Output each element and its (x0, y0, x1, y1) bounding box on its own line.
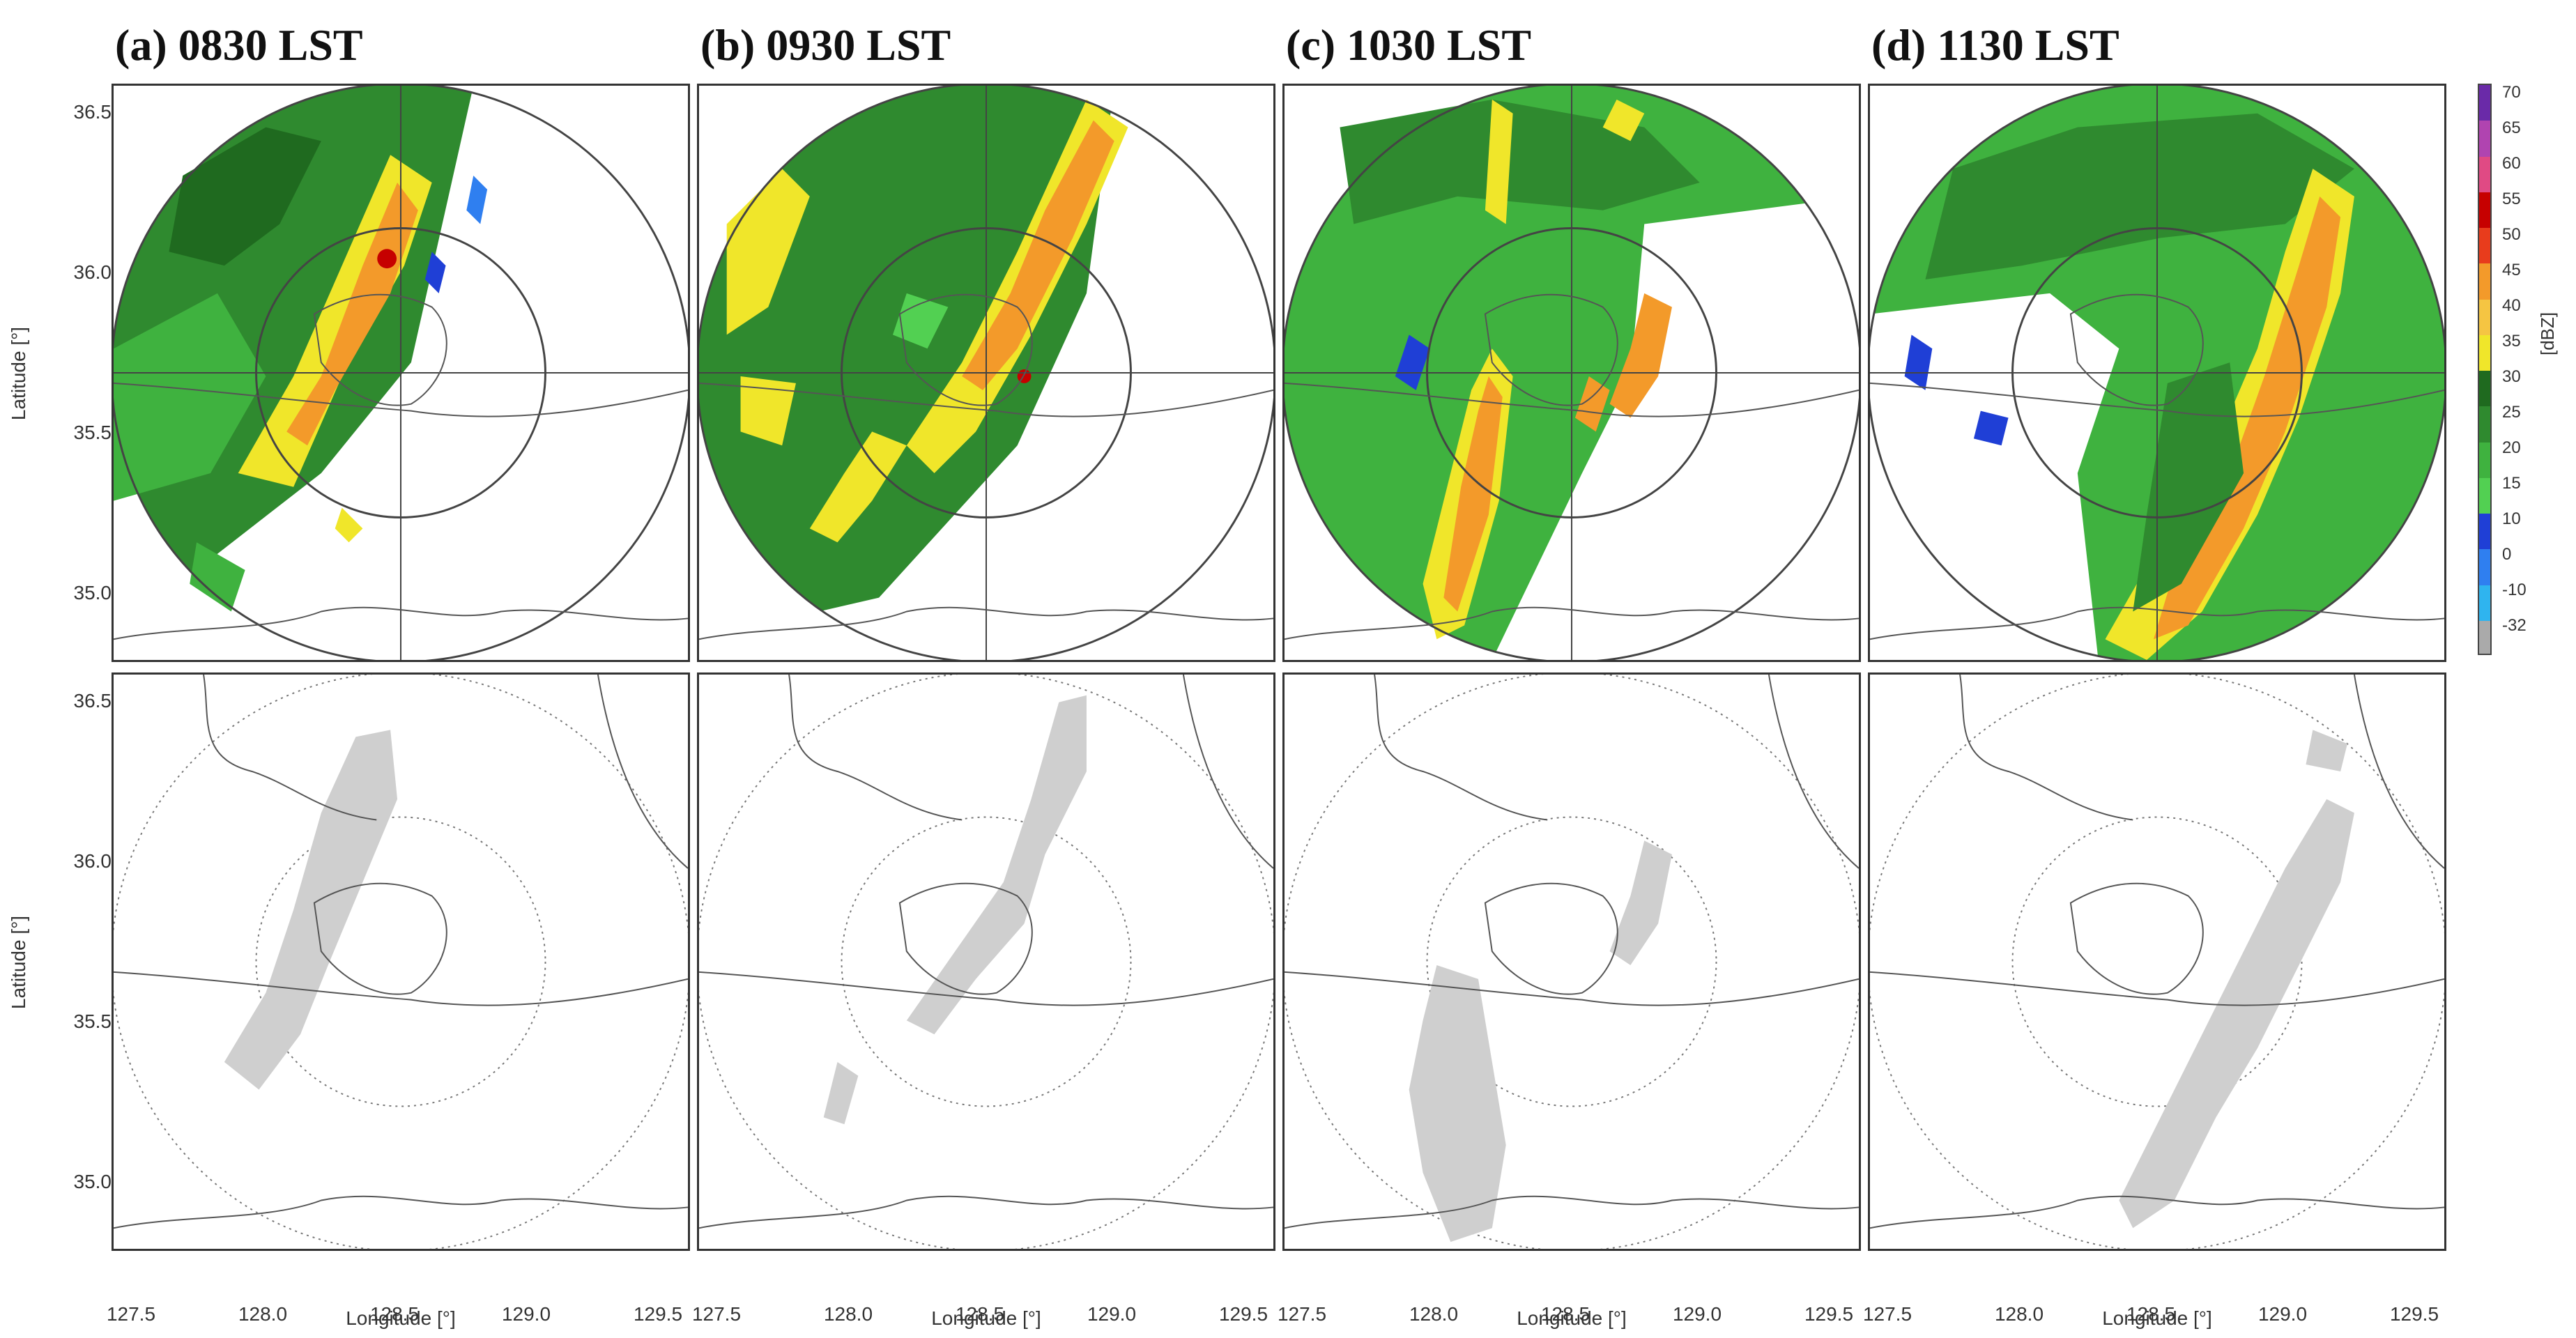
xtick-c-129.5: 129.5 (1804, 1303, 1854, 1325)
xtick-b-129.5: 129.5 (1218, 1303, 1268, 1325)
ytick-top-35.0: 35.0 (73, 582, 112, 603)
ytick-bottom-35.5: 35.5 (73, 1010, 112, 1032)
ytick-top-36.0: 36.0 (73, 261, 112, 283)
ytick-bottom-35.0: 35.0 (73, 1171, 112, 1192)
colorbar-tick-60: 60 (2502, 154, 2521, 173)
colorbar-seg-3 (2479, 192, 2490, 228)
xtick-c-129.0: 129.0 (1672, 1303, 1722, 1325)
colorbar-tick-50: 50 (2502, 225, 2521, 244)
xtick-c-128.0: 128.0 (1409, 1303, 1459, 1325)
panel-title-c: (c) 1030 LST (1286, 20, 1531, 70)
xtick-d-129.5: 129.5 (2389, 1303, 2439, 1325)
xtick-b-129.0: 129.0 (1087, 1303, 1137, 1325)
xtick-b-127.5: 127.5 (691, 1303, 742, 1325)
colorbar-seg-10 (2479, 442, 2490, 478)
ytick-bottom-36.5: 36.5 (73, 690, 112, 712)
colorbar-unit-label: [dBZ] (2537, 312, 2558, 355)
colorbar-seg-13 (2479, 549, 2490, 585)
radar-panel-d (1868, 84, 2446, 662)
xtick-a-128.0: 128.0 (238, 1303, 288, 1325)
colorbar-seg-2 (2479, 156, 2490, 192)
xtick-d-127.5: 127.5 (1862, 1303, 1912, 1325)
colorbar-tick-20: 20 (2502, 438, 2521, 457)
x-axis-label-a: Longitude [°] (346, 1307, 456, 1329)
colorbar-tick-10: 10 (2502, 509, 2521, 528)
ytick-bottom-36.0: 36.0 (73, 850, 112, 872)
ytick-top-36.5: 36.5 (73, 101, 112, 123)
colorbar-tick-55: 55 (2502, 190, 2521, 208)
colorbar-tick-30: 30 (2502, 367, 2521, 386)
colorbar-seg-11 (2479, 477, 2490, 514)
panel-title-a: (a) 0830 LST (115, 20, 363, 70)
x-axis-label-b: Longitude [°] (931, 1307, 1041, 1329)
xtick-d-129.0: 129.0 (2257, 1303, 2308, 1325)
colorbar-tick-45: 45 (2502, 261, 2521, 279)
colorbar-seg-6 (2479, 299, 2490, 335)
x-axis-label-c: Longitude [°] (1517, 1307, 1627, 1329)
colorbar-seg-15 (2479, 620, 2490, 654)
xtick-d-128.5: 128.5 (2126, 1303, 2176, 1325)
xtick-a-129.0: 129.0 (501, 1303, 551, 1325)
colorbar-seg-14 (2479, 585, 2490, 621)
xtick-a-128.5: 128.5 (369, 1303, 420, 1325)
panel-title-b: (b) 0930 LST (700, 20, 951, 70)
radar-panel-c (1282, 84, 1861, 662)
xtick-b-128.5: 128.5 (955, 1303, 1005, 1325)
mask-panel-a (112, 672, 690, 1251)
colorbar (2478, 84, 2492, 655)
radar-panel-a (112, 84, 690, 662)
colorbar-tick--10: -10 (2502, 580, 2527, 599)
colorbar-seg-9 (2479, 406, 2490, 443)
colorbar-seg-1 (2479, 121, 2490, 157)
xtick-a-129.5: 129.5 (633, 1303, 683, 1325)
colorbar-seg-12 (2479, 514, 2490, 550)
y-axis-label-bottom: Latitude [°] (8, 915, 30, 1010)
colorbar-tick-0: 0 (2502, 545, 2512, 564)
colorbar-tick-15: 15 (2502, 474, 2521, 493)
mask-panel-c (1282, 672, 1861, 1251)
radar-panel-b (697, 84, 1275, 662)
colorbar-tick-25: 25 (2502, 403, 2521, 422)
colorbar-seg-0 (2479, 85, 2490, 121)
xtick-b-128.0: 128.0 (823, 1303, 873, 1325)
colorbar-tick-35: 35 (2502, 332, 2521, 351)
colorbar-tick-65: 65 (2502, 118, 2521, 137)
ytick-top-35.5: 35.5 (73, 422, 112, 443)
colorbar-seg-4 (2479, 228, 2490, 264)
xtick-c-128.5: 128.5 (1540, 1303, 1590, 1325)
xtick-a-127.5: 127.5 (106, 1303, 156, 1325)
xtick-d-128.0: 128.0 (1994, 1303, 2044, 1325)
colorbar-seg-5 (2479, 263, 2490, 300)
panel-title-d: (d) 1130 LST (1871, 20, 2119, 70)
colorbar-tick-70: 70 (2502, 83, 2521, 102)
mask-panel-d (1868, 672, 2446, 1251)
colorbar-tick--32: -32 (2502, 616, 2527, 635)
mask-panel-b (697, 672, 1275, 1251)
y-axis-label-top: Latitude [°] (8, 326, 30, 421)
colorbar-seg-7 (2479, 334, 2490, 371)
colorbar-tick-40: 40 (2502, 296, 2521, 315)
xtick-c-127.5: 127.5 (1277, 1303, 1327, 1325)
colorbar-seg-8 (2479, 371, 2490, 407)
x-axis-label-d: Longitude [°] (2102, 1307, 2212, 1329)
